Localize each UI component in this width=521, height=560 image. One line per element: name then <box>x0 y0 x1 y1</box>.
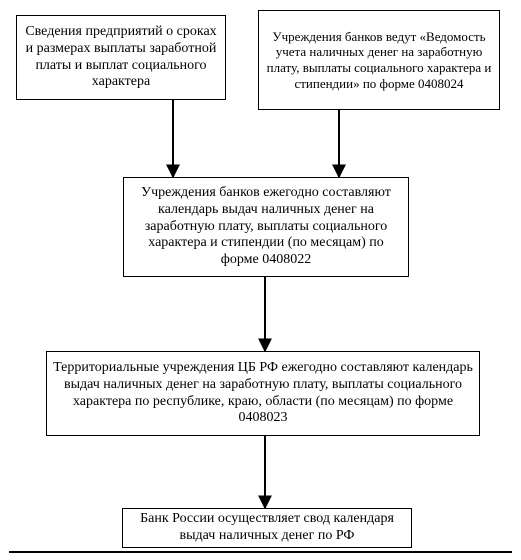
flow-node-label: Банк России осуществляет свод календаря … <box>129 511 405 545</box>
bottom-rule <box>9 551 512 553</box>
flow-node-label: Территориальные учреждения ЦБ РФ ежегодн… <box>53 360 473 427</box>
flow-node-label: Учреждения банков ежегодно составляют ка… <box>130 185 402 269</box>
flow-node-n3: Учреждения банков ежегодно составляют ка… <box>123 177 409 277</box>
flowchart-canvas: Сведения предприятий о сроках и размерах… <box>0 0 521 560</box>
flow-node-n5: Банк России осуществляет свод календаря … <box>122 508 412 548</box>
flow-node-n1: Сведения предприятий о сроках и размерах… <box>16 15 226 100</box>
flow-node-n2: Учреждения банков ведут «Ведомость учета… <box>258 10 500 110</box>
flow-node-label: Учреждения банков ведут «Ведомость учета… <box>265 29 493 91</box>
flow-node-n4: Территориальные учреждения ЦБ РФ ежегодн… <box>46 351 480 436</box>
flow-node-label: Сведения предприятий о сроках и размерах… <box>23 24 219 91</box>
